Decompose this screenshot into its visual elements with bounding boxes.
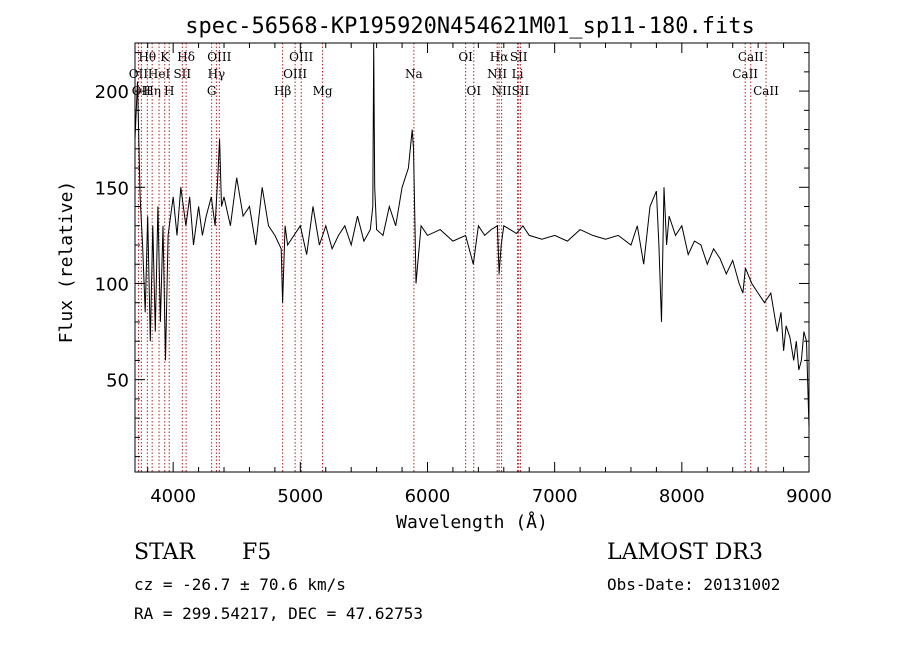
line-label-20: Hα [490, 50, 509, 64]
line-label-22: Li [512, 67, 524, 81]
line-label-12: Hβ [274, 84, 291, 98]
line-markers [137, 43, 767, 472]
sky-coordinates: RA = 299.54217, DEC = 47.62753 [134, 604, 423, 623]
line-label-2: Hθ [138, 50, 156, 64]
y-tick-label-2: 150 [95, 178, 129, 199]
object-class: STAR [134, 540, 195, 565]
x-tick-label-3: 7000 [532, 486, 578, 507]
line-label-6: H [164, 84, 174, 98]
line-label-3: Hη [143, 84, 161, 98]
line-label-13: OIII [283, 67, 307, 81]
y-tick-label-3: 200 [95, 82, 129, 103]
line-label-25: CaII [732, 67, 758, 81]
line-label-0: OII [129, 67, 149, 81]
redshift-velocity: cz = -26.7 ± 70.6 km/s [134, 575, 346, 594]
line-label-24: SII [512, 84, 530, 98]
y-tick-label-1: 100 [95, 274, 129, 295]
line-labels: OIIOIIHθHηHeIKHSIIHδGHγOIIIHβOIIIOIIIMgN… [129, 50, 779, 98]
line-label-18: OI [466, 84, 481, 98]
line-label-16: Na [405, 67, 423, 81]
line-label-23: SII [510, 50, 528, 64]
chart-title: spec-56568-KP195920N454621M01_sp11-180.f… [185, 14, 755, 39]
line-label-27: CaII [753, 84, 779, 98]
line-label-8: Hδ [177, 50, 195, 64]
x-tick-label-5: 9000 [786, 486, 832, 507]
spectrum-series-line [134, 42, 810, 428]
line-label-4: HeI [148, 67, 171, 81]
line-label-26: CaII [738, 50, 764, 64]
line-label-17: OI [458, 50, 473, 64]
x-tick-label-0: 4000 [150, 486, 196, 507]
observation-date: Obs-Date: 20131002 [607, 575, 781, 594]
x-axis-label: Wavelength (Å) [396, 511, 548, 533]
x-tick-label-2: 6000 [405, 486, 451, 507]
line-label-5: K [160, 50, 170, 64]
y-axis-label: Flux (relative) [56, 181, 77, 344]
plot-frame [134, 42, 810, 473]
line-label-11: OIII [207, 50, 231, 64]
survey-name: LAMOST DR3 [607, 540, 763, 565]
object-subclass: F5 [242, 540, 272, 565]
line-label-15: Mg [313, 84, 333, 98]
y-axis-ticks: 50 100 150 200 [95, 52, 809, 458]
line-label-7: SII [173, 67, 191, 81]
line-label-19: NII [487, 67, 507, 81]
line-label-9: G [207, 84, 217, 98]
line-label-21: NII [492, 84, 512, 98]
x-tick-label-1: 5000 [277, 486, 323, 507]
x-axis-ticks: 4000 5000 6000 7000 8000 9000 [147, 43, 832, 507]
y-tick-label-0: 50 [106, 371, 129, 392]
line-label-10: Hγ [208, 67, 226, 81]
x-tick-label-4: 8000 [659, 486, 705, 507]
line-label-14: OIII [289, 50, 313, 64]
